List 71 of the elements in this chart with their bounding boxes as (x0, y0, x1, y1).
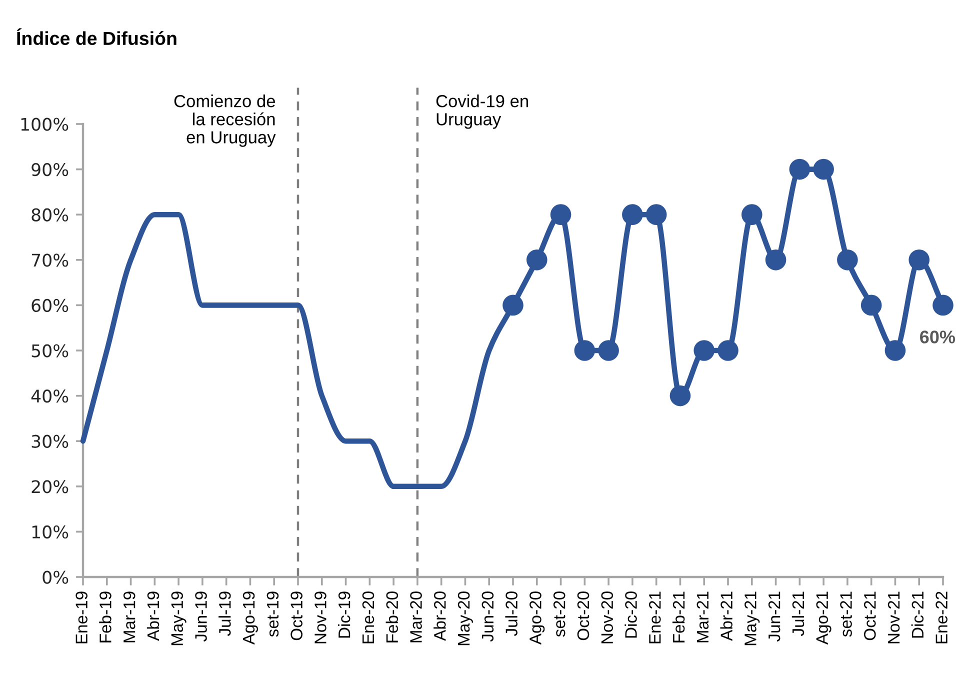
x-tick-label: Oct-20 (577, 592, 590, 640)
chart-title: Índice de Difusión (16, 28, 176, 46)
point (670, 385, 691, 406)
x-tick-label: Oct-21 (864, 592, 876, 640)
point (908, 249, 930, 270)
point (502, 294, 524, 316)
point (718, 340, 738, 361)
x-tick-label: Ago-20 (530, 592, 545, 645)
x-tick-label: Ene-19 (76, 592, 88, 644)
x-tick-label: Dic-21 (911, 592, 924, 638)
y-tick-label: 60% (32, 298, 68, 312)
x-tick-label: Oct-19 (290, 592, 302, 640)
x-tick-label: Mar-19 (123, 592, 136, 642)
x-tick-label: Jul-21 (792, 592, 804, 636)
point (622, 204, 643, 226)
y-tick-label: 80% (32, 208, 68, 222)
x-tick-label: Jul-19 (218, 592, 231, 636)
x-tick-label: Ene-20 (362, 592, 374, 644)
x-tick-label: Jun-19 (195, 592, 207, 642)
x-tick-label: Abr-21 (720, 592, 732, 641)
y-tick-label: 0% (42, 570, 68, 584)
x-tick-label: Mar-21 (696, 592, 709, 642)
x-tick-label: Jun-21 (768, 592, 780, 642)
x-tick-label: Nov-21 (888, 592, 900, 644)
y-tick-label: 70% (32, 254, 68, 267)
point (860, 294, 882, 316)
x-tick-label: May-21 (744, 592, 760, 646)
ref-line-label: Covid-19 en Uruguay (436, 94, 528, 129)
x-tick-label: Ene-21 (649, 592, 661, 644)
point (646, 204, 667, 226)
x-tick-label: Ene-22 (936, 592, 948, 644)
point (694, 340, 715, 361)
x-tick-label: set-21 (840, 592, 852, 637)
x-tick-label: Dic-20 (624, 592, 637, 638)
x-tick-label: Abr-19 (146, 592, 160, 641)
x-tick-label: May-19 (171, 592, 186, 646)
point (884, 340, 906, 361)
x-tick-label: set-20 (553, 592, 566, 637)
point (837, 249, 858, 270)
x-tick-label: Feb-20 (386, 592, 398, 642)
point (598, 340, 619, 361)
x-tick-label: Nov-20 (601, 592, 614, 644)
y-tick-label: 50% (32, 344, 68, 358)
x-tick-label: Feb-19 (99, 592, 112, 642)
y-tick-label: 20% (32, 480, 68, 494)
y-tick-label: 30% (32, 434, 68, 448)
x-tick-label: May-20 (458, 592, 473, 646)
y-tick-label: 100% (21, 118, 68, 131)
x-tick-label: Ago-19 (242, 592, 258, 645)
x-tick-label: set-19 (266, 592, 279, 637)
x-tick-label: Dic-19 (338, 592, 350, 638)
x-tick-label: Mar-20 (410, 592, 422, 642)
point (550, 204, 572, 226)
point (741, 204, 762, 226)
x-tick-label: Ago-21 (816, 592, 832, 645)
y-tick-label: 40% (31, 390, 68, 403)
point (813, 158, 834, 180)
point (932, 294, 954, 316)
point (526, 249, 548, 270)
y-tick-label: 10% (32, 525, 68, 539)
ref-line-label: Comienzo de la recesión en Uruguay (174, 94, 276, 147)
x-tick-label: Jun-20 (482, 592, 494, 642)
x-tick-label: Abr-20 (434, 592, 446, 641)
point (765, 249, 786, 270)
x-tick-label: Jul-20 (505, 592, 518, 636)
x-tick-label: Nov-19 (314, 592, 326, 644)
data-label: 60% (920, 330, 956, 344)
point (574, 340, 596, 361)
point (789, 158, 810, 180)
x-tick-label: Feb-21 (672, 592, 685, 642)
y-tick-label: 90% (32, 163, 68, 176)
